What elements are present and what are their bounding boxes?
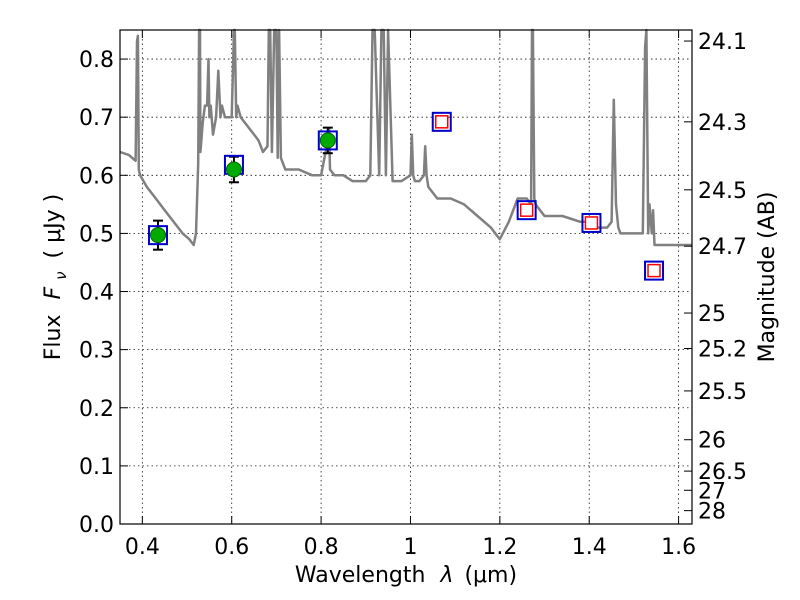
x-tick-label: 0.8 [304,535,339,560]
model-photometry-square [431,111,452,132]
y-tick-label: 0.2 [79,397,114,422]
observed-flux-point [319,132,336,149]
undetected-flux-square [584,216,599,230]
y-axis-label: Flux F ν ( μJy ) [41,194,72,360]
y-tick-label: 0.8 [79,48,114,73]
y-tick-label: 0.3 [79,339,114,364]
spectrum-layer [119,28,692,247]
x-axis-label: Wavelength λ (μm) [295,563,517,588]
x-tick-label: 1.4 [572,535,607,560]
right-tick-label: 25.5 [698,380,747,405]
y-tick-label: 0.6 [79,164,114,189]
x-axis-label-text: Wavelength [295,563,426,588]
y-tick-label: 0.1 [79,455,114,480]
right-tick-label: 24.5 [698,179,747,204]
right-tick-label: 26.5 [698,460,747,485]
x-tick-label: 1 [403,535,417,560]
right-axis-label: Magnitude (AB) [755,192,780,363]
points-layer [147,111,665,281]
y-axis-label-symbol: F [41,286,66,299]
x-tick-label: 1.2 [482,535,517,560]
y-tick-label: 0.5 [79,222,114,247]
y-tick-layer: 0.0 0.1 0.2 0.3 0.4 0.5 0.6 0.7 0.8 [79,48,128,538]
right-tick-label: 25.2 [698,337,747,362]
x-tick-label: 1.6 [661,535,696,560]
model-photometry-square [516,200,537,221]
y-axis-label-unit: ( μJy ) [41,194,66,259]
plot-frame [119,29,693,525]
x-tick-label: 0.6 [214,535,249,560]
right-tick-label: 25 [698,302,726,327]
observed-flux-point [225,161,242,178]
x-tick-label: 0.4 [125,535,160,560]
y-tick-label: 0.7 [79,106,114,131]
model-photometry-square [644,260,665,281]
grid-layer [120,30,692,525]
right-tick-label: 28 [698,500,726,525]
observed-flux-point [149,227,166,244]
x-axis-label-symbol: λ [439,563,453,588]
undetected-flux-square [519,203,534,217]
right-tick-label: 24.7 [698,235,747,260]
x-tick-layer: 0.4 0.6 0.8 1 1.2 1.4 1.6 [125,30,696,560]
y-tick-label: 0.4 [79,281,114,306]
right-tick-label: 24.3 [698,111,747,136]
model-photometry-square [317,130,338,151]
right-tick-label: 26 [698,429,726,454]
model-spectrum-line [119,28,692,247]
undetected-flux-square [647,263,661,278]
y-axis-label-subscript: ν [52,271,70,279]
right-tick-label: 24.1 [698,30,747,55]
right-tick-label: 27 [698,479,726,504]
model-photometry-square [147,225,168,246]
undetected-flux-square [435,115,449,129]
x-axis-label-unit: (μm) [464,563,517,588]
y-tick-label: 0.0 [79,513,114,538]
model-photometry-square [581,212,602,233]
y-axis-label-text: Flux [41,314,66,360]
